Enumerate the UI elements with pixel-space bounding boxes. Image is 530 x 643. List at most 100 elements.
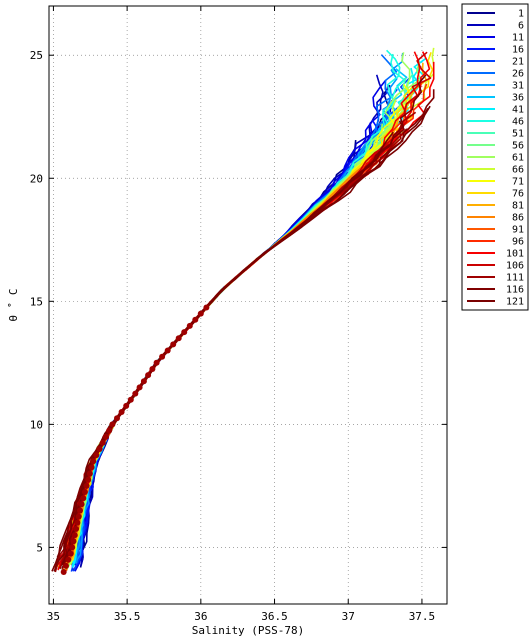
profile-marker [71, 532, 78, 539]
x-tick-label: 37 [342, 610, 355, 623]
profile-marker [170, 341, 177, 348]
profile-marker [140, 378, 147, 385]
legend-label: 66 [512, 165, 524, 176]
y-axis-label: θ ˚ C [7, 288, 20, 321]
profile-marker [109, 421, 116, 428]
profile-marker [164, 347, 171, 354]
plot-area [51, 47, 435, 575]
legend-label: 111 [506, 273, 524, 284]
legend-label: 21 [512, 57, 524, 68]
profile-marker [123, 402, 130, 409]
legend-label: 36 [512, 93, 524, 104]
series-line-91 [65, 113, 414, 572]
x-tick-label: 35 [47, 610, 60, 623]
profile-marker [63, 562, 69, 569]
profile-marker [83, 482, 90, 489]
series-line-111 [59, 128, 408, 569]
series-line-6 [79, 74, 384, 567]
series-line-86 [69, 128, 402, 560]
series-line-46 [65, 53, 406, 563]
profile-marker [118, 409, 125, 415]
profile-marker [74, 519, 81, 526]
series-line-61 [60, 52, 411, 561]
profile-marker [86, 470, 93, 477]
profile-marker [159, 353, 166, 360]
profile-marker [175, 335, 182, 342]
legend-label: 1 [518, 9, 524, 20]
x-tick-label: 37.5 [409, 610, 436, 623]
legend-label: 121 [506, 297, 524, 308]
profile-marker [70, 538, 77, 545]
legend-label: 11 [512, 33, 524, 44]
series-line-71 [57, 153, 372, 568]
legend-label: 26 [512, 69, 524, 80]
profile-marker [93, 452, 100, 459]
profile-marker [88, 464, 95, 471]
series-line-96 [61, 138, 401, 562]
series-line-36 [72, 155, 377, 561]
legend-label: 16 [512, 45, 524, 56]
series-line-106 [55, 143, 390, 567]
y-tick-label: 5 [36, 541, 43, 554]
x-axis-label: Salinity (PSS-78) [192, 624, 305, 637]
series-line-101 [63, 51, 421, 561]
legend-label: 81 [512, 201, 524, 212]
legend: 1611162126313641465156616671768186919610… [461, 3, 529, 311]
profile-marker [81, 489, 88, 495]
series-line-46 [63, 49, 401, 568]
profile-marker [136, 384, 143, 391]
profile-marker [99, 439, 106, 446]
profile-marker [65, 556, 72, 563]
legend-label: 41 [512, 105, 524, 116]
profile-marker [103, 433, 109, 440]
profile-marker [114, 415, 120, 422]
profile-marker [145, 372, 152, 379]
legend-label: 86 [512, 213, 524, 224]
legend-label: 96 [512, 237, 524, 248]
series-line-46 [61, 144, 381, 568]
series-line-56 [66, 142, 381, 566]
legend-label: 31 [512, 81, 524, 92]
profile-marker [149, 366, 156, 372]
legend-label: 101 [506, 249, 524, 260]
profile-marker [96, 446, 103, 452]
x-tick-label: 36 [194, 610, 207, 623]
profile-marker [203, 304, 210, 311]
series-line-121 [51, 105, 431, 572]
profile-marker [181, 329, 188, 336]
profile-marker [80, 495, 87, 502]
profile-marker [69, 544, 76, 551]
profile-marker [127, 396, 134, 403]
series-line-81 [67, 157, 376, 564]
legend-label: 106 [506, 261, 524, 272]
y-tick-label: 25 [30, 49, 43, 62]
profile-marker [75, 513, 82, 520]
series-line-101 [63, 51, 431, 560]
series-line-111 [59, 111, 417, 570]
x-tick-label: 35.5 [114, 610, 141, 623]
y-axis: 5 10 15 20 25 [30, 49, 447, 554]
series-line-76 [62, 155, 374, 561]
y-tick-label: 10 [30, 418, 43, 431]
axes-frame [48, 5, 448, 605]
series-line-31 [74, 149, 377, 565]
legend-label: 46 [512, 117, 524, 128]
legend-label: 6 [518, 21, 524, 32]
legend-label: 116 [506, 285, 524, 296]
legend-label: 91 [512, 225, 524, 236]
series-line-106 [62, 141, 387, 565]
profile-marker [192, 316, 199, 323]
legend-label: 61 [512, 153, 524, 164]
legend-label: 51 [512, 129, 524, 140]
series-line-31 [71, 52, 404, 562]
profile-marker [153, 359, 160, 366]
x-axis: 35 35.5 36 36.5 37 37.5 [47, 6, 435, 623]
y-tick-label: 20 [30, 172, 43, 185]
series-line-86 [61, 148, 384, 571]
profile-marker [77, 507, 83, 514]
series-line-111 [54, 149, 386, 573]
series-line-86 [67, 153, 376, 559]
profile-marker [197, 310, 204, 317]
series-line-121 [61, 107, 429, 566]
